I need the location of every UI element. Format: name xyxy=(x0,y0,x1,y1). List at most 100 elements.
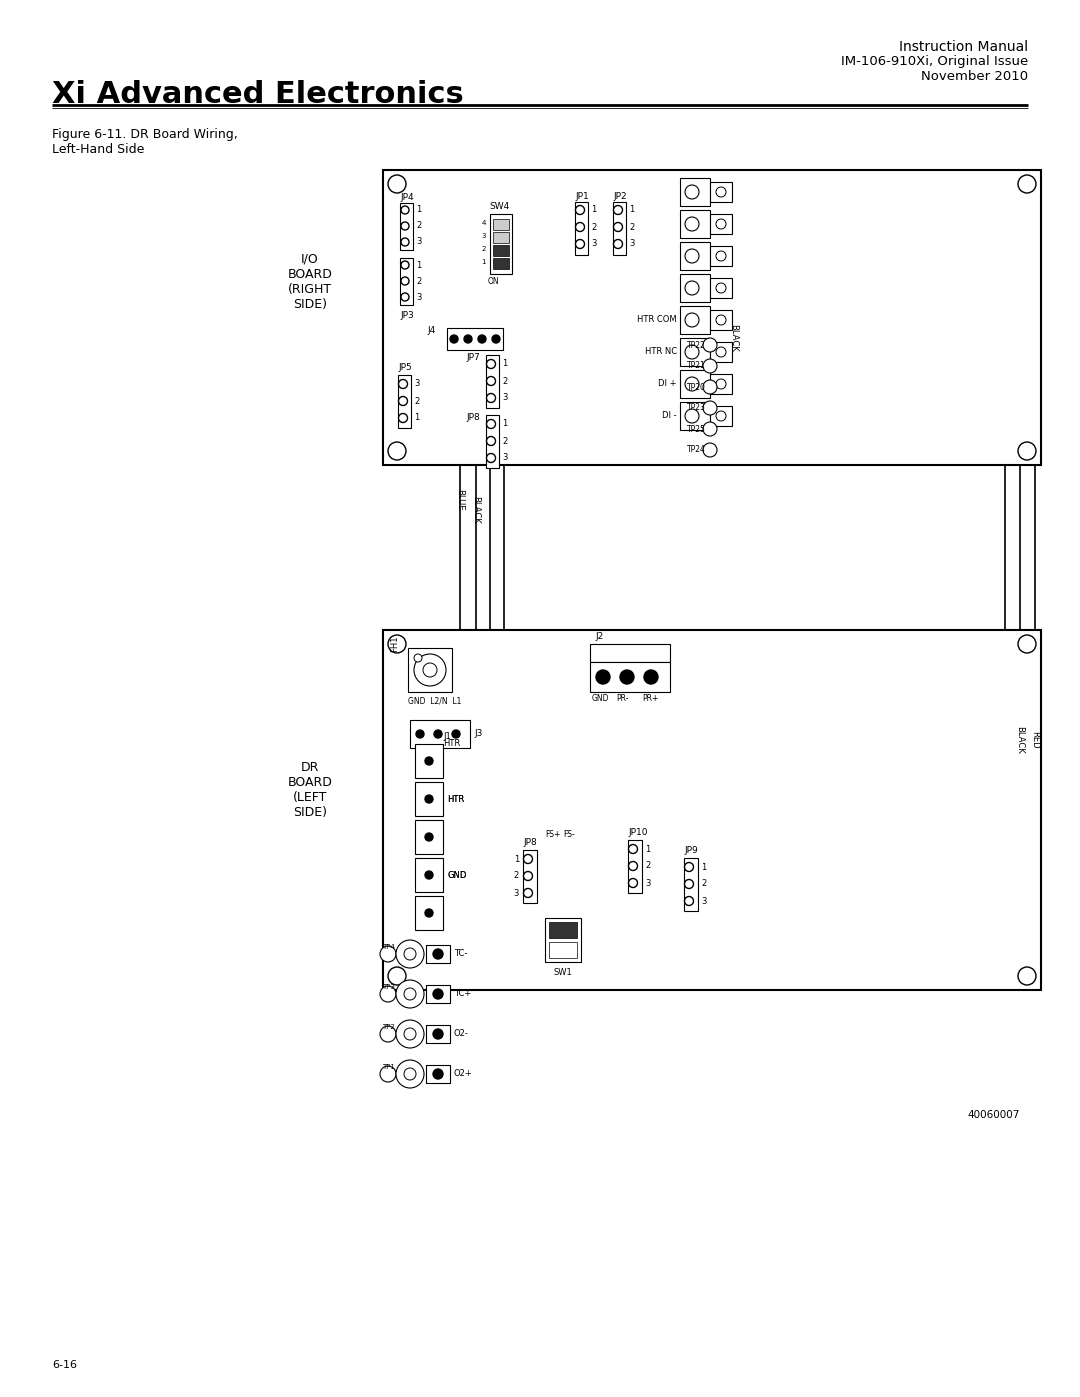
Bar xyxy=(710,182,732,203)
Text: 2: 2 xyxy=(629,222,634,232)
Circle shape xyxy=(399,397,407,405)
Circle shape xyxy=(613,239,622,249)
Circle shape xyxy=(426,870,433,879)
Circle shape xyxy=(396,1020,424,1048)
Circle shape xyxy=(486,436,496,446)
Circle shape xyxy=(404,1028,416,1039)
Circle shape xyxy=(620,671,634,685)
Bar xyxy=(549,942,577,958)
Circle shape xyxy=(401,222,409,231)
Circle shape xyxy=(426,795,433,803)
Circle shape xyxy=(388,967,406,985)
Text: 2: 2 xyxy=(416,222,421,231)
Circle shape xyxy=(716,314,726,326)
Circle shape xyxy=(388,636,406,652)
Text: 1: 1 xyxy=(502,359,508,369)
Text: TP21: TP21 xyxy=(687,362,706,370)
Text: PR-: PR- xyxy=(616,694,629,703)
Text: JP2: JP2 xyxy=(613,191,626,201)
Circle shape xyxy=(492,335,500,344)
Text: TP3: TP3 xyxy=(381,983,394,990)
Circle shape xyxy=(486,454,496,462)
Bar xyxy=(680,210,710,237)
Circle shape xyxy=(576,222,584,232)
Circle shape xyxy=(685,249,699,263)
Bar xyxy=(447,328,503,351)
Text: HTR COM: HTR COM xyxy=(637,316,677,324)
Text: DI +: DI + xyxy=(659,380,677,388)
Text: 40060007: 40060007 xyxy=(968,1111,1020,1120)
Bar xyxy=(523,849,537,902)
Text: 2: 2 xyxy=(591,222,596,232)
Circle shape xyxy=(703,380,717,394)
Text: TP2: TP2 xyxy=(381,1024,394,1030)
Text: HTR: HTR xyxy=(447,795,464,803)
Circle shape xyxy=(596,671,610,685)
Bar xyxy=(613,203,626,256)
Text: 3: 3 xyxy=(502,394,508,402)
Circle shape xyxy=(433,989,443,999)
Text: FS+: FS+ xyxy=(545,830,561,840)
Text: J4: J4 xyxy=(427,326,435,335)
Circle shape xyxy=(1018,441,1036,460)
Bar xyxy=(492,219,509,231)
Text: 3: 3 xyxy=(482,233,486,239)
Text: Figure 6-11. DR Board Wiring,: Figure 6-11. DR Board Wiring, xyxy=(52,129,238,141)
Circle shape xyxy=(703,359,717,373)
Text: I/O
BOARD
(RIGHT
SIDE): I/O BOARD (RIGHT SIDE) xyxy=(287,253,333,312)
Text: BLACK: BLACK xyxy=(729,324,738,352)
Bar xyxy=(486,415,499,468)
Text: Instruction Manual: Instruction Manual xyxy=(899,41,1028,54)
Bar xyxy=(426,1025,450,1044)
Text: GND: GND xyxy=(592,694,609,703)
Bar xyxy=(710,278,732,298)
Bar xyxy=(680,274,710,302)
Text: 3: 3 xyxy=(645,879,650,887)
Bar xyxy=(680,402,710,430)
Circle shape xyxy=(685,217,699,231)
Circle shape xyxy=(613,205,622,215)
Bar xyxy=(399,374,411,427)
Circle shape xyxy=(716,379,726,388)
Bar xyxy=(486,355,499,408)
Text: 6-16: 6-16 xyxy=(52,1361,77,1370)
Circle shape xyxy=(401,277,409,285)
Text: JP3: JP3 xyxy=(400,312,414,320)
Text: BLACK: BLACK xyxy=(472,496,481,524)
Bar xyxy=(710,310,732,330)
Circle shape xyxy=(644,671,658,685)
Text: 2: 2 xyxy=(502,436,508,446)
Text: TP22: TP22 xyxy=(687,341,706,349)
Text: TP25: TP25 xyxy=(687,425,706,433)
Bar xyxy=(492,244,509,256)
Text: RED: RED xyxy=(1030,731,1039,749)
Circle shape xyxy=(629,862,637,870)
Bar xyxy=(415,858,443,893)
Circle shape xyxy=(685,377,699,391)
Text: JP4: JP4 xyxy=(400,193,414,203)
Circle shape xyxy=(685,313,699,327)
Bar xyxy=(383,630,1041,990)
Bar xyxy=(627,840,642,893)
Circle shape xyxy=(716,411,726,420)
Text: 3: 3 xyxy=(414,380,419,388)
Bar xyxy=(680,177,710,205)
Text: J3: J3 xyxy=(474,729,483,739)
Circle shape xyxy=(396,940,424,968)
Text: J2: J2 xyxy=(595,631,604,641)
Text: 2: 2 xyxy=(645,862,650,870)
Circle shape xyxy=(716,284,726,293)
Circle shape xyxy=(576,205,584,215)
Circle shape xyxy=(399,414,407,422)
Text: Xi Advanced Electronics: Xi Advanced Electronics xyxy=(52,80,463,109)
Text: TP20: TP20 xyxy=(687,383,706,391)
Text: GND: GND xyxy=(447,870,467,880)
Bar xyxy=(549,922,577,937)
Text: 1: 1 xyxy=(629,205,634,215)
Text: 1: 1 xyxy=(701,862,706,872)
Circle shape xyxy=(401,261,409,270)
Text: JP7: JP7 xyxy=(465,353,480,362)
Circle shape xyxy=(685,897,693,905)
Circle shape xyxy=(576,239,584,249)
Text: TP23: TP23 xyxy=(687,404,706,412)
